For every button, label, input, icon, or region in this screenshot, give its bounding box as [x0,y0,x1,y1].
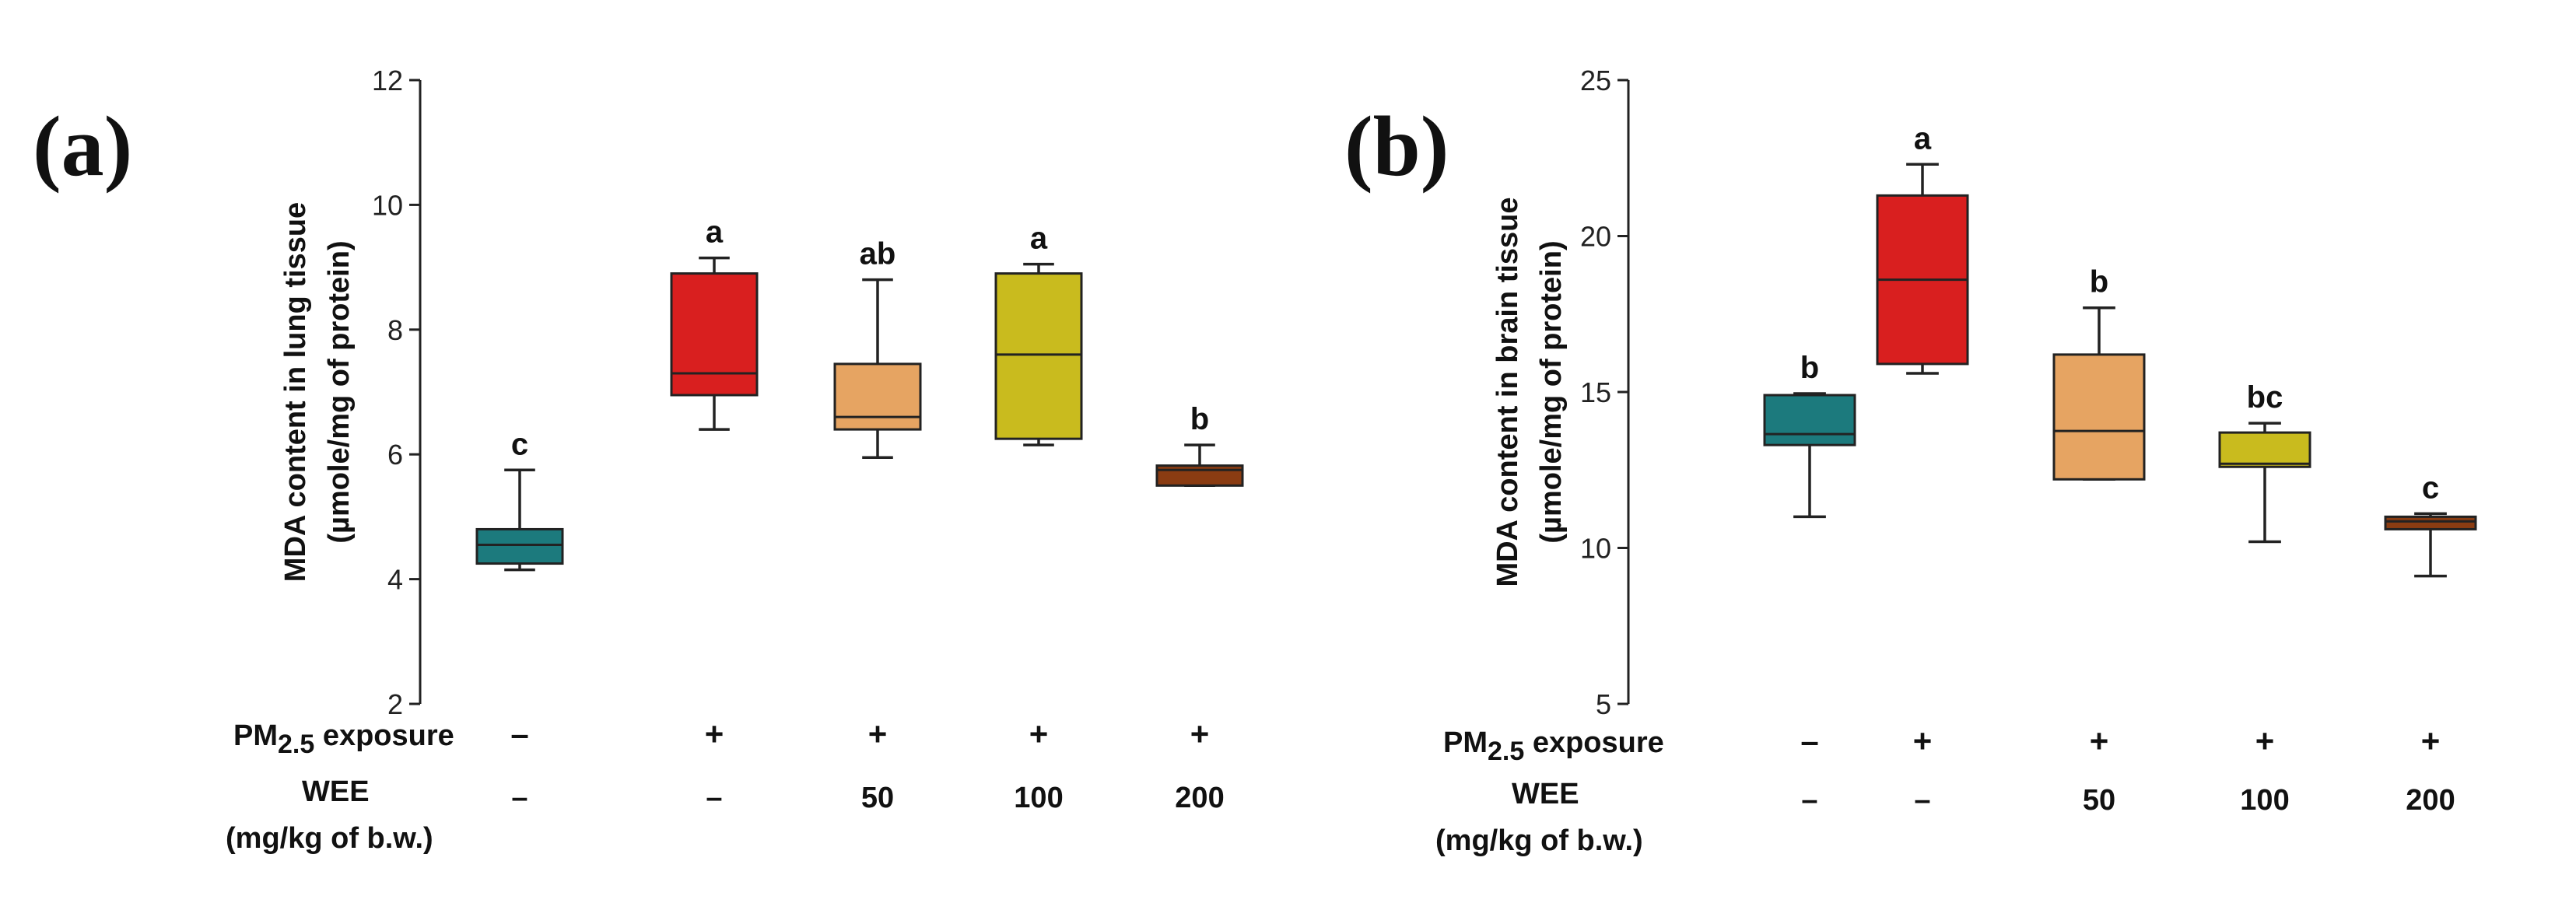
wee-dose-value: 100 [1014,782,1063,814]
pm-exposure-label: PM2.5 exposure [1443,726,1664,766]
box-group-4: a +100 [994,222,1083,814]
pm-exposure-label: PM2.5 exposure [233,719,454,759]
box-group-2: a + – [670,215,759,814]
y-axis-unit: (µmole/mg of protein) [323,240,356,543]
significance-letter: c [511,427,528,461]
box [475,527,564,565]
box [833,362,922,431]
y-tick-label: 8 [387,314,403,346]
y-tick-label: 6 [387,439,403,471]
box-group-1: b – – [1763,351,1856,817]
significance-letter: a [1030,222,1048,256]
y-tick-label: 5 [1596,688,1611,720]
box-group-1: c – – [475,427,564,814]
box [1763,394,1856,446]
wee-dose-value: – [706,782,722,814]
y-tick-label: 15 [1580,376,1611,408]
significance-letter: a [1914,121,1932,156]
y-axis-unit: (µmole/mg of protein) [1535,240,1568,543]
pm-exposure-value: + [2255,723,2275,759]
wee-dose-value: 200 [1175,782,1224,814]
wee-dose-value: 100 [2240,784,2289,817]
box-group-2: a + – [1876,121,1969,817]
pm-exposure-value: – [1800,723,1818,759]
y-tick-label: 2 [387,688,403,720]
y-axis-title: MDA content in lung tissue [279,202,312,582]
pm-exposure-value: – [510,716,528,752]
y-tick-label: 20 [1580,221,1611,253]
significance-letter: a [706,215,724,250]
box [2218,431,2311,468]
significance-letter: b [2090,265,2108,299]
significance-letter: ab [860,237,896,271]
y-tick-label: 10 [1580,533,1611,565]
significance-letter: bc [2247,380,2283,415]
y-tick-label: 4 [387,564,403,596]
panel-b: (b) 5 10 15 20 25 MDA content in brain tissue (… [1344,65,2477,857]
box [670,272,759,397]
wee-unit-label: (mg/kg of b.w.) [1435,824,1643,857]
box [2052,353,2146,481]
pm-exposure-value: + [705,716,724,752]
box [1155,464,1244,487]
y-tick-label: 10 [372,189,403,221]
wee-dose-value: – [511,782,527,814]
box-group-5: c +200 [2384,471,2477,817]
box-group-4: bc +100 [2218,380,2311,817]
box-group-3: b +50 [2052,265,2146,817]
box [2384,515,2477,530]
wee-unit-label: (mg/kg of b.w.) [226,822,433,855]
wee-dose-value: – [1801,784,1817,817]
significance-letter: b [1190,402,1209,436]
wee-dose-value: – [1914,784,1930,817]
wee-dose-value: 50 [2083,784,2115,817]
pm-exposure-value: + [2090,723,2109,759]
pm-exposure-value: + [1190,716,1210,752]
significance-letter: c [2422,471,2439,505]
pm-exposure-value: + [868,716,888,752]
pm-exposure-value: + [1029,716,1049,752]
wee-label: WEE [1512,778,1579,810]
pm-exposure-value: + [1913,723,1933,759]
box-group-3: ab +50 [833,237,922,814]
panel-letter: (b) [1344,99,1449,194]
panel-a: (a) 2 4 6 8 10 12 MDA content in lung tissue (µm… [33,65,1244,855]
significance-letter: b [1800,351,1819,385]
panel-letter: (a) [33,99,132,194]
y-tick-label: 25 [1580,65,1611,96]
wee-dose-value: 200 [2406,784,2455,817]
wee-dose-value: 50 [861,782,894,814]
box-group-5: b +200 [1155,402,1244,814]
wee-label: WEE [302,775,370,808]
y-tick-label: 12 [372,65,403,96]
box [994,272,1083,440]
pm-exposure-value: + [2421,723,2441,759]
y-axis-title: MDA content in brain tissue [1491,197,1524,586]
